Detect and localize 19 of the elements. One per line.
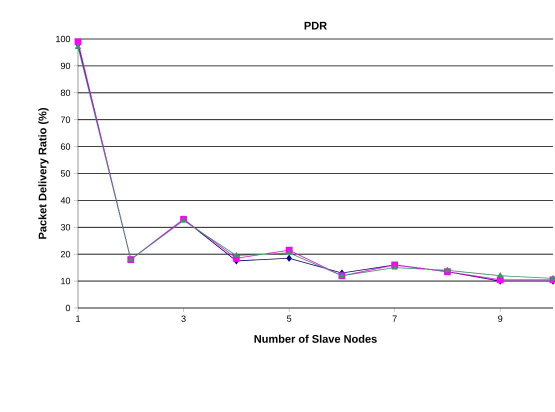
y-tick-label: 60 bbox=[60, 143, 70, 150]
y-tick-label: 80 bbox=[60, 90, 70, 96]
y-tick-label: 20 bbox=[60, 250, 70, 258]
chart-title: PDR bbox=[304, 22, 327, 30]
y-tick-label: 50 bbox=[60, 170, 70, 177]
x-tick-label: 7 bbox=[392, 316, 397, 322]
y-tick-label: 90 bbox=[60, 62, 70, 70]
y-tick-label: 10 bbox=[61, 278, 70, 284]
x-tick-label: 9 bbox=[498, 316, 502, 322]
y-tick-label: 40 bbox=[60, 197, 70, 204]
y-axis-title: Packet Delivery Ratio (%) bbox=[38, 108, 49, 239]
y-tick-label: 0 bbox=[66, 304, 70, 312]
y-tick-label: 30 bbox=[60, 224, 70, 230]
x-tick-label: 5 bbox=[286, 316, 292, 322]
y-tick-label: 100 bbox=[56, 36, 70, 42]
y-tick-label: 70 bbox=[60, 116, 70, 123]
x-tick-label: 3 bbox=[181, 316, 186, 322]
x-axis-title: Number of Slave Nodes bbox=[254, 334, 377, 343]
x-tick-label: 1 bbox=[76, 316, 80, 322]
